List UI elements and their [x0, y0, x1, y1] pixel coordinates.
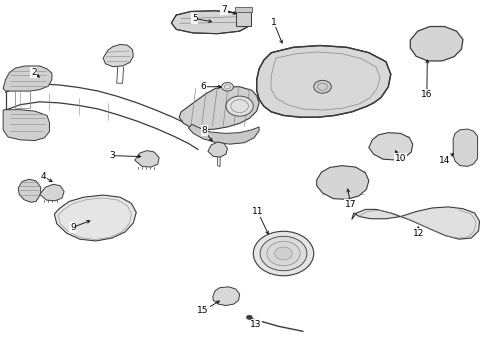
Polygon shape [409, 27, 462, 61]
Circle shape [260, 236, 306, 271]
Text: 1: 1 [270, 18, 276, 27]
Circle shape [266, 241, 300, 266]
Circle shape [246, 315, 252, 319]
Text: 11: 11 [251, 207, 263, 216]
Polygon shape [207, 142, 227, 157]
Polygon shape [256, 45, 390, 117]
Circle shape [221, 82, 233, 91]
Text: 4: 4 [41, 172, 46, 181]
Polygon shape [188, 125, 259, 144]
Polygon shape [40, 184, 64, 201]
Polygon shape [18, 179, 41, 202]
Text: 17: 17 [345, 200, 356, 209]
Text: 14: 14 [438, 156, 449, 165]
Polygon shape [54, 195, 136, 241]
Text: 9: 9 [70, 223, 76, 232]
Polygon shape [171, 11, 249, 34]
Text: 2: 2 [31, 68, 37, 77]
Polygon shape [179, 87, 259, 130]
Polygon shape [212, 287, 239, 306]
Text: 12: 12 [412, 229, 424, 238]
Text: 6: 6 [200, 82, 205, 91]
Text: 5: 5 [191, 14, 197, 23]
Circle shape [274, 247, 292, 260]
Polygon shape [3, 66, 52, 91]
Text: 16: 16 [420, 90, 432, 99]
Text: 15: 15 [197, 306, 208, 315]
Bar [236, 12, 250, 26]
Text: 13: 13 [249, 320, 261, 329]
Bar [234, 7, 252, 12]
Circle shape [253, 231, 313, 276]
Text: 7: 7 [221, 5, 226, 14]
Polygon shape [3, 110, 49, 140]
Text: 10: 10 [394, 154, 406, 163]
Polygon shape [135, 150, 159, 167]
Polygon shape [452, 129, 477, 166]
Circle shape [313, 80, 330, 93]
Circle shape [225, 96, 253, 116]
Polygon shape [351, 207, 479, 239]
Polygon shape [368, 133, 412, 160]
Polygon shape [103, 44, 133, 67]
Text: 8: 8 [201, 126, 207, 135]
Text: 3: 3 [109, 151, 115, 160]
Polygon shape [316, 166, 368, 199]
